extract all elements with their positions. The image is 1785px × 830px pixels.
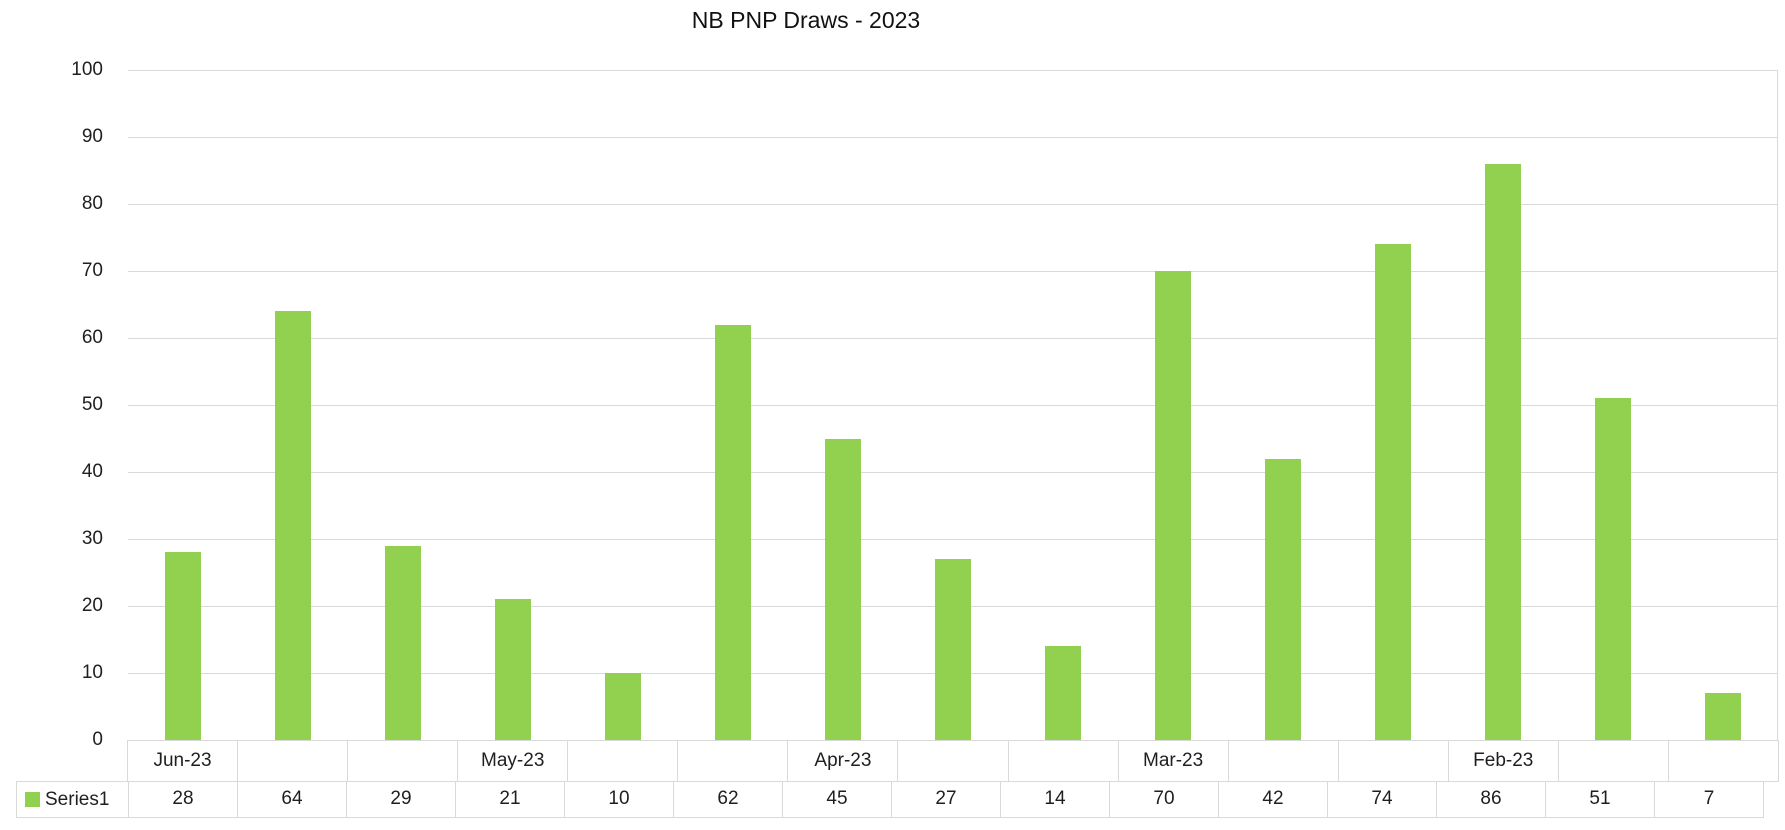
gridline-y-60 [128,338,1778,339]
value-cell: 45 [782,781,892,818]
gridline-y-100 [128,70,1778,71]
y-axis-tick-label: 30 [81,528,103,549]
bar-col-12 [1375,244,1411,740]
x-axis-category-row: Jun-23 May-23 Apr-23 Mar-23 Feb-23 [127,740,1779,782]
bar-col-5 [605,673,641,740]
bar-Jun-23 [165,552,201,740]
value-cell: 70 [1109,781,1219,818]
gridline-y-90 [128,137,1778,138]
value-cell: 42 [1218,781,1328,818]
y-axis-tick-label: 60 [81,327,103,348]
y-axis-tick-label: 40 [81,461,103,482]
bar-col-9 [1045,646,1081,740]
category-cell-empty [1669,741,1778,781]
category-cell-empty [1009,741,1119,781]
gridline-y-50 [128,405,1778,406]
value-cell: 27 [891,781,1001,818]
bar-col-11 [1265,459,1301,740]
category-cell-empty [1339,741,1449,781]
category-cell-empty [238,741,349,781]
category-cell-Jun-23: Jun-23 [128,741,239,781]
bar-col-14 [1595,398,1631,740]
chart-title: NB PNP Draws - 2023 [691,7,921,33]
value-cell: 10 [564,781,674,818]
bar-col-8 [935,559,971,740]
value-cell: 86 [1436,781,1546,818]
bar-col-2 [275,311,311,740]
value-cell: 28 [128,781,238,818]
category-cell-empty [1559,741,1669,781]
y-axis-tick-label: 20 [81,595,103,616]
legend-series-label: Series1 [45,788,110,810]
category-cell-Apr-23: Apr-23 [788,741,899,781]
value-cell: 29 [346,781,456,818]
value-cell: 74 [1327,781,1437,818]
y-axis-tick-label: 100 [71,59,103,80]
gridline-y-70 [128,271,1778,272]
bar-col-3 [385,546,421,740]
bar-col-15 [1705,693,1741,740]
category-cell-empty [1229,741,1339,781]
legend-cell: Series1 [16,781,128,818]
value-cell: 64 [237,781,347,818]
value-cell: 14 [1000,781,1110,818]
y-axis-tick-label: 80 [81,193,103,214]
gridline-y-30 [128,539,1778,540]
y-axis-tick-label: 10 [81,662,103,683]
gridline-y-80 [128,204,1778,205]
bar-Mar-23 [1155,271,1191,740]
data-table-row: Series1 28 64 29 21 10 62 45 27 14 70 42 74 86 51 7 [16,781,1764,818]
category-cell-empty [678,741,789,781]
y-axis-tick-label: 50 [81,394,103,415]
value-cell: 51 [1545,781,1655,818]
category-cell-empty [568,741,679,781]
bar-Apr-23 [825,439,861,741]
category-cell-May-23: May-23 [458,741,569,781]
series-color-swatch-icon [25,792,40,807]
bar-col-6 [715,325,751,740]
y-axis-tick-label: 70 [81,260,103,281]
category-cell-empty [898,741,1009,781]
plot-area-right-border [1777,70,1778,740]
y-axis-tick-label: 0 [92,729,103,750]
category-cell-empty [348,741,459,781]
bar-Feb-23 [1485,164,1521,740]
y-axis-tick-label: 90 [81,126,103,147]
gridline-y-40 [128,472,1778,473]
category-cell-Feb-23: Feb-23 [1449,741,1559,781]
value-cell: 21 [455,781,565,818]
value-cell: 7 [1654,781,1764,818]
value-cell: 62 [673,781,783,818]
bar-May-23 [495,599,531,740]
category-cell-Mar-23: Mar-23 [1119,741,1229,781]
